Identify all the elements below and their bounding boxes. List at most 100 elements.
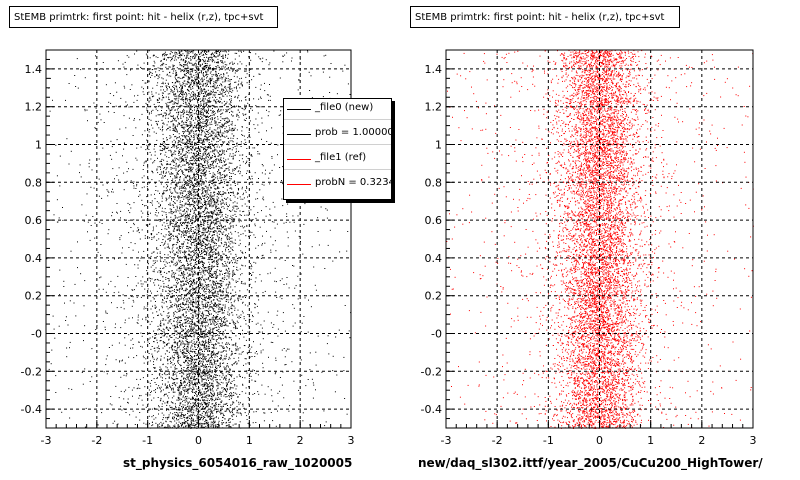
scatter-point [173, 90, 175, 92]
scatter-point [193, 176, 195, 178]
scatter-point [188, 411, 190, 413]
scatter-point [197, 277, 199, 279]
scatter-point [212, 377, 214, 379]
scatter-point [243, 114, 244, 116]
scatter-point [201, 190, 203, 192]
scatter-point [238, 295, 240, 297]
scatter-point [192, 371, 194, 373]
scatter-point [201, 155, 203, 157]
scatter-point [210, 388, 211, 390]
scatter-point [105, 310, 107, 312]
scatter-point [138, 341, 140, 343]
scatter-point [170, 75, 172, 77]
scatter-point [173, 272, 175, 274]
scatter-point [194, 148, 196, 150]
scatter-point [210, 196, 212, 198]
scatter-point [174, 150, 176, 152]
scatter-point [276, 223, 278, 225]
scatter-point [203, 344, 205, 346]
scatter-point [161, 107, 163, 109]
scatter-point [169, 112, 171, 114]
scatter-point [173, 274, 175, 276]
scatter-point [195, 215, 197, 217]
scatter-point [231, 376, 232, 378]
scatter-point [167, 292, 169, 294]
scatter-point [249, 120, 251, 122]
scatter-point [199, 272, 201, 274]
scatter-point [250, 375, 252, 377]
scatter-point [186, 135, 187, 137]
scatter-point [206, 94, 208, 96]
scatter-point [188, 373, 190, 375]
scatter-point [248, 135, 250, 137]
scatter-point [192, 384, 194, 385]
left-scatter-plot: -3 -2 -1 0 1 2 3-0.4-0.2-00.20.40.60.811.21.4 [21, 49, 355, 447]
scatter-point [207, 147, 209, 149]
scatter-point [231, 130, 233, 132]
scatter-point [204, 373, 206, 375]
scatter-point [209, 394, 211, 396]
scatter-point [123, 374, 125, 376]
scatter-point [222, 135, 223, 136]
scatter-point [227, 86, 229, 88]
scatter-point [164, 353, 166, 355]
scatter-point [192, 164, 194, 166]
scatter-point [219, 213, 221, 215]
scatter-point [258, 98, 260, 100]
scatter-point [90, 225, 92, 226]
scatter-point [146, 224, 148, 226]
scatter-point [177, 182, 179, 184]
scatter-point [229, 177, 231, 179]
scatter-point [190, 145, 191, 147]
scatter-point [242, 376, 243, 378]
scatter-point [201, 134, 203, 136]
scatter-point [230, 231, 232, 233]
scatter-point [194, 62, 196, 64]
scatter-point [231, 396, 233, 398]
scatter-point [207, 247, 209, 249]
scatter-point [178, 159, 180, 161]
scatter-point [231, 155, 233, 157]
scatter-point [190, 235, 192, 237]
scatter-point [137, 319, 139, 321]
scatter-point [184, 399, 186, 401]
scatter-point [203, 158, 205, 159]
scatter-point [220, 83, 222, 85]
scatter-point [203, 335, 205, 337]
scatter-point [199, 407, 201, 409]
scatter-point [142, 283, 144, 285]
scatter-point [226, 291, 227, 293]
scatter-point [192, 285, 194, 287]
scatter-point [212, 52, 213, 54]
scatter-point [180, 250, 182, 252]
scatter-point [212, 92, 214, 94]
scatter-point [190, 300, 192, 302]
scatter-point [194, 175, 195, 177]
scatter-point [269, 214, 271, 216]
scatter-point [201, 331, 203, 333]
scatter-point [207, 229, 209, 231]
scatter-point [226, 346, 227, 348]
scatter-point [199, 424, 201, 426]
scatter-point [107, 195, 109, 197]
scatter-point [204, 61, 206, 63]
scatter-point [203, 148, 205, 150]
scatter-point [236, 90, 238, 92]
scatter-point [195, 310, 197, 312]
scatter-point [188, 408, 190, 410]
scatter-point [227, 373, 229, 375]
scatter-point [169, 425, 171, 427]
scatter-point [167, 369, 169, 371]
scatter-point [150, 72, 152, 73]
scatter-point [156, 248, 157, 250]
scatter-point [245, 191, 247, 193]
scatter-point [209, 307, 211, 308]
scatter-point [208, 80, 210, 82]
scatter-point [128, 56, 130, 58]
scatter-point [189, 375, 190, 377]
scatter-point [174, 57, 176, 59]
scatter-point [157, 397, 159, 398]
scatter-point [182, 354, 184, 356]
scatter-point [169, 287, 171, 289]
scatter-point [209, 371, 211, 373]
